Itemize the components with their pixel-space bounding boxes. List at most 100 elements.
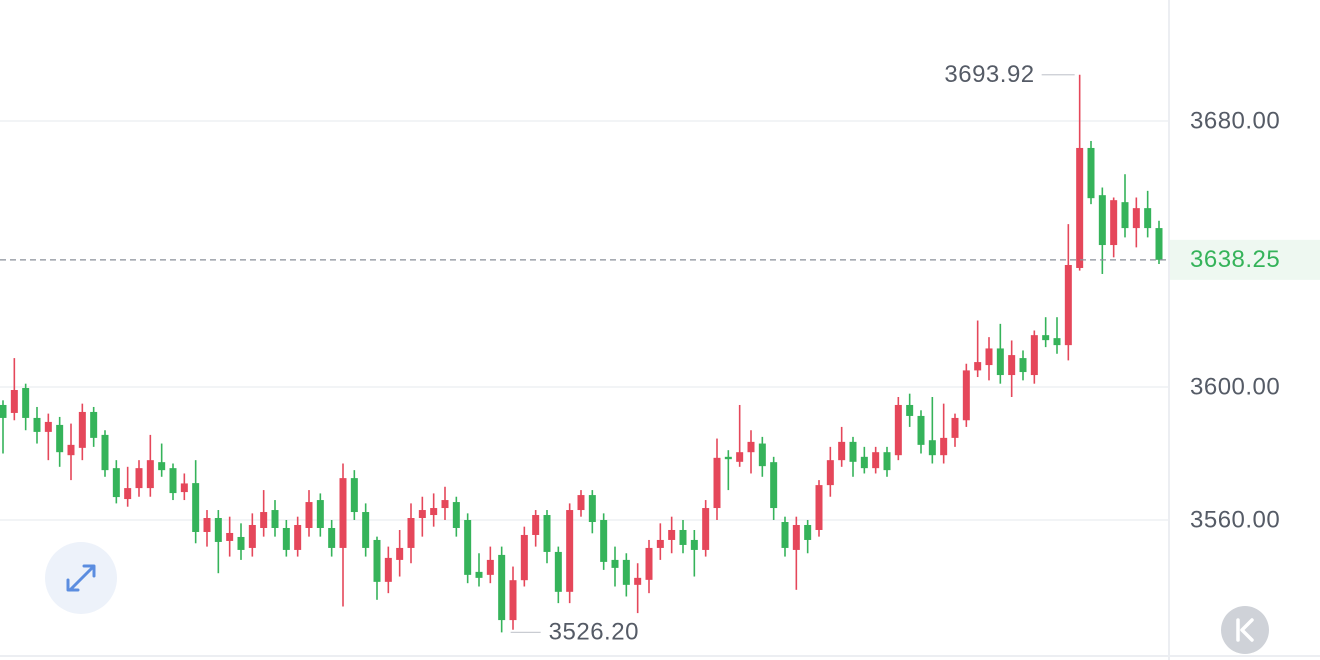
candle-body xyxy=(430,508,438,516)
candle-body xyxy=(1121,202,1129,229)
candle-body xyxy=(192,483,200,532)
candle-body xyxy=(520,534,528,581)
candle-body xyxy=(203,518,211,532)
candle-body xyxy=(418,510,426,519)
candle-body xyxy=(44,421,52,432)
candle-body xyxy=(101,434,109,471)
min-label: 3526.20 xyxy=(549,619,639,646)
candle-body xyxy=(951,417,959,438)
candle-body xyxy=(1053,338,1061,346)
candle-body xyxy=(78,411,86,448)
candle-body xyxy=(498,554,506,621)
candle-body xyxy=(554,551,562,592)
candle-body xyxy=(67,444,75,456)
candle-body xyxy=(1008,355,1016,376)
candle-body xyxy=(940,437,948,456)
candle-body xyxy=(407,518,415,548)
expand-button[interactable] xyxy=(45,542,117,614)
candle-body xyxy=(532,515,540,535)
candle-body xyxy=(350,478,358,513)
candle-body xyxy=(112,468,120,498)
candle-body xyxy=(1155,228,1163,260)
candle-body xyxy=(282,527,290,550)
candle-body xyxy=(1076,147,1084,268)
candle-body xyxy=(713,457,721,509)
candle-body xyxy=(237,536,245,550)
candle-body xyxy=(1110,200,1118,246)
candle-body xyxy=(316,500,324,528)
candle-body xyxy=(33,417,41,432)
candle-body xyxy=(135,468,143,489)
overlay: 3693.92 3526.20 3638.25 xyxy=(0,61,1320,646)
candle-body xyxy=(804,524,812,540)
candle-body xyxy=(1098,195,1106,246)
candle-body xyxy=(90,411,98,438)
candle-body xyxy=(169,468,177,494)
candle-body xyxy=(214,518,222,542)
candle-body xyxy=(894,404,902,456)
candle-body xyxy=(758,443,766,467)
candle-body xyxy=(600,520,608,562)
y-tick-label: 3600.00 xyxy=(1190,373,1280,400)
candle-body xyxy=(1042,335,1050,341)
candle-body xyxy=(985,348,993,366)
candle-body xyxy=(260,512,268,528)
expand-icon xyxy=(66,564,96,592)
candle-body xyxy=(294,524,302,550)
candle-body xyxy=(441,500,449,509)
candle-body xyxy=(464,520,472,575)
candle-body xyxy=(146,460,154,489)
candle-body xyxy=(770,462,778,509)
candle-body xyxy=(962,370,970,421)
candle-body xyxy=(826,460,834,486)
candle-body xyxy=(996,348,1004,376)
candle-body xyxy=(373,539,381,582)
candle-body xyxy=(668,529,676,540)
last-price-bg xyxy=(1170,239,1320,280)
candle-body xyxy=(384,557,392,582)
candle-body xyxy=(305,502,313,528)
candle-body xyxy=(271,510,279,528)
candles xyxy=(0,74,1163,633)
candle-body xyxy=(328,527,336,548)
candle-body xyxy=(872,452,880,469)
candle-body xyxy=(396,547,404,560)
candle-body xyxy=(702,508,710,550)
candle-body xyxy=(634,577,642,585)
candle-body xyxy=(906,404,914,416)
candle-body xyxy=(22,388,30,418)
kline-icon xyxy=(1236,618,1254,642)
candle-body xyxy=(622,559,630,585)
candle-body xyxy=(974,362,982,371)
candle-body xyxy=(1064,264,1072,346)
candle-body xyxy=(577,495,585,511)
candle-body xyxy=(1132,208,1140,229)
candle-body xyxy=(690,539,698,550)
candle-body xyxy=(1087,147,1095,199)
candle-body xyxy=(180,483,188,493)
candle-body xyxy=(56,424,64,453)
candle-body xyxy=(509,580,517,621)
y-tick-label: 3560.00 xyxy=(1190,506,1280,533)
kline-button-bg[interactable] xyxy=(1221,606,1269,654)
candle-body xyxy=(1144,208,1152,229)
candle-body xyxy=(486,559,494,575)
candle-body xyxy=(1030,335,1038,376)
candle-body xyxy=(158,462,166,471)
candle-body xyxy=(736,452,744,462)
candle-body xyxy=(339,478,347,548)
max-label: 3693.92 xyxy=(944,61,1034,88)
kline-button[interactable] xyxy=(1221,606,1269,654)
candle-body xyxy=(0,404,7,418)
candle-body xyxy=(679,529,687,545)
candle-body xyxy=(917,415,925,445)
candle-body xyxy=(781,522,789,548)
last-price-label: 3638.25 xyxy=(1190,246,1280,273)
candle-body xyxy=(645,547,653,580)
candle-body xyxy=(815,485,823,530)
candle-body xyxy=(588,495,596,523)
candle-body xyxy=(928,440,936,456)
candle-body xyxy=(1019,358,1027,373)
candle-body xyxy=(362,512,370,548)
